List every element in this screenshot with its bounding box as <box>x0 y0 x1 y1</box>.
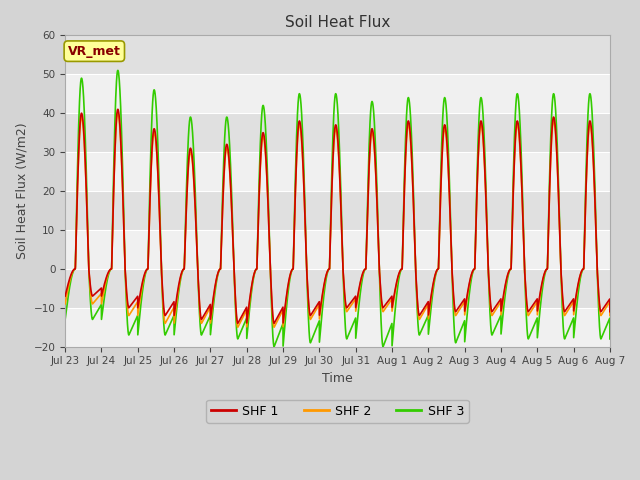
SHF 3 <box>270 344 278 349</box>
SHF 1 <box>61 293 69 299</box>
SHF 2 <box>114 110 122 116</box>
Line: SHF 1: SHF 1 <box>65 109 610 324</box>
SHF 2 <box>270 324 278 330</box>
SHF 3 <box>605 316 613 322</box>
SHF 1 <box>114 107 122 112</box>
SHF 2 <box>605 300 613 305</box>
Bar <box>65 191 610 230</box>
SHF 3 <box>460 320 468 326</box>
SHF 3 <box>491 326 499 332</box>
Line: SHF 2: SHF 2 <box>65 113 610 327</box>
SHF 2 <box>159 302 167 308</box>
SHF 2 <box>429 280 437 286</box>
SHF 1 <box>270 321 278 326</box>
SHF 2 <box>61 301 69 307</box>
Bar <box>65 230 610 269</box>
SHF 3 <box>114 68 122 73</box>
X-axis label: Time: Time <box>322 372 353 385</box>
SHF 1 <box>317 299 325 305</box>
SHF 2 <box>491 309 499 314</box>
SHF 3 <box>606 336 614 342</box>
Legend: SHF 1, SHF 2, SHF 3: SHF 1, SHF 2, SHF 3 <box>206 400 469 423</box>
SHF 1 <box>605 297 613 302</box>
SHF 2 <box>460 300 468 306</box>
SHF 3 <box>61 317 69 323</box>
SHF 2 <box>317 301 325 307</box>
Bar <box>65 36 610 74</box>
Bar <box>65 269 610 308</box>
SHF 3 <box>429 284 437 290</box>
SHF 1 <box>491 305 499 311</box>
SHF 2 <box>606 312 614 318</box>
Title: Soil Heat Flux: Soil Heat Flux <box>285 15 390 30</box>
Line: SHF 3: SHF 3 <box>65 71 610 347</box>
SHF 3 <box>159 310 167 316</box>
SHF 1 <box>606 309 614 314</box>
Bar <box>65 308 610 347</box>
Bar <box>65 152 610 191</box>
Y-axis label: Soil Heat Flux (W/m2): Soil Heat Flux (W/m2) <box>15 123 28 259</box>
SHF 3 <box>317 318 325 324</box>
SHF 1 <box>159 297 167 303</box>
Bar <box>65 74 610 113</box>
Bar <box>65 113 610 152</box>
Text: VR_met: VR_met <box>68 45 121 58</box>
SHF 1 <box>460 297 468 303</box>
SHF 1 <box>429 279 437 285</box>
